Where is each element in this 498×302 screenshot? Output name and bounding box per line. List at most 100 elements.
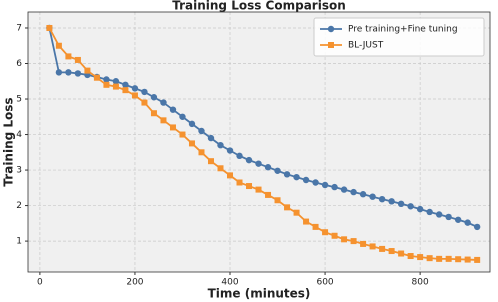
point xyxy=(436,255,443,262)
point xyxy=(378,195,386,203)
point xyxy=(474,256,481,263)
point xyxy=(198,127,205,135)
point xyxy=(141,99,148,106)
y-tick-label: 7 xyxy=(16,23,22,33)
y-tick-label: 5 xyxy=(16,95,22,105)
y-tick-label: 1 xyxy=(16,237,22,247)
point xyxy=(322,229,329,236)
legend-box xyxy=(313,17,485,57)
point xyxy=(407,203,414,210)
point xyxy=(312,223,319,230)
point xyxy=(131,85,139,92)
plot-frame xyxy=(27,11,491,273)
point xyxy=(188,120,196,128)
point xyxy=(236,179,243,186)
point xyxy=(321,181,329,189)
point xyxy=(169,106,177,113)
point xyxy=(255,160,262,167)
point xyxy=(227,172,234,179)
point xyxy=(369,243,376,250)
chart-title: Training Loss Comparison xyxy=(172,0,346,13)
point xyxy=(398,250,405,257)
point xyxy=(360,240,367,247)
point xyxy=(274,197,281,204)
point xyxy=(131,92,138,99)
point xyxy=(435,211,443,218)
y-tick-label: 6 xyxy=(16,59,22,69)
point xyxy=(340,186,348,193)
y-tick-label: 4 xyxy=(16,130,22,140)
point xyxy=(416,205,424,213)
point xyxy=(397,200,405,208)
point xyxy=(464,256,471,263)
legend-label: Pre training+Fine tuning xyxy=(348,25,458,35)
point xyxy=(112,78,120,85)
point xyxy=(445,255,452,262)
point xyxy=(265,191,272,198)
point xyxy=(103,76,110,83)
legend-marker xyxy=(328,42,334,48)
point xyxy=(312,179,319,186)
point xyxy=(65,69,72,76)
point xyxy=(198,149,205,156)
point xyxy=(331,232,338,239)
y-tick-label: 2 xyxy=(16,201,22,211)
point xyxy=(46,24,53,31)
y-tick-label: 3 xyxy=(16,166,22,176)
point xyxy=(207,134,215,142)
point xyxy=(293,173,300,181)
point xyxy=(464,219,471,226)
point xyxy=(217,141,224,149)
point xyxy=(207,158,214,165)
point xyxy=(84,67,91,74)
point xyxy=(112,83,119,90)
point xyxy=(55,42,62,49)
x-tick-label: 600 xyxy=(316,278,333,288)
point xyxy=(359,191,367,198)
legend-label: BL-JUST xyxy=(348,41,384,51)
point xyxy=(379,245,386,252)
x-tick-label: 0 xyxy=(37,278,43,288)
legend-marker xyxy=(327,25,335,33)
point xyxy=(454,216,462,223)
point xyxy=(188,140,195,147)
point xyxy=(93,74,100,81)
point xyxy=(350,188,357,196)
point xyxy=(122,87,129,94)
point xyxy=(274,167,281,174)
point xyxy=(426,255,433,262)
point xyxy=(226,147,234,154)
point xyxy=(169,124,176,131)
x-tick-label: 400 xyxy=(221,278,238,288)
x-axis-label: Time (minutes) xyxy=(208,287,311,301)
point xyxy=(388,198,395,205)
point xyxy=(160,99,167,106)
point xyxy=(455,256,462,263)
point xyxy=(255,186,262,193)
point xyxy=(331,183,338,191)
point xyxy=(473,223,481,231)
point xyxy=(388,248,395,255)
point xyxy=(426,208,433,216)
point xyxy=(445,213,452,221)
point xyxy=(217,165,224,172)
point xyxy=(303,218,310,225)
line xyxy=(48,27,478,228)
point xyxy=(65,53,72,60)
point xyxy=(74,70,82,77)
y-axis-label: Training Loss xyxy=(2,97,16,186)
point xyxy=(245,156,253,164)
point xyxy=(264,164,272,171)
point xyxy=(284,204,291,211)
point xyxy=(179,113,186,120)
point xyxy=(283,171,291,178)
point xyxy=(160,117,167,124)
point xyxy=(369,193,376,200)
point xyxy=(74,56,81,63)
point xyxy=(150,110,157,117)
point xyxy=(122,81,129,89)
point xyxy=(417,254,424,261)
point xyxy=(302,176,310,184)
point xyxy=(350,238,357,245)
